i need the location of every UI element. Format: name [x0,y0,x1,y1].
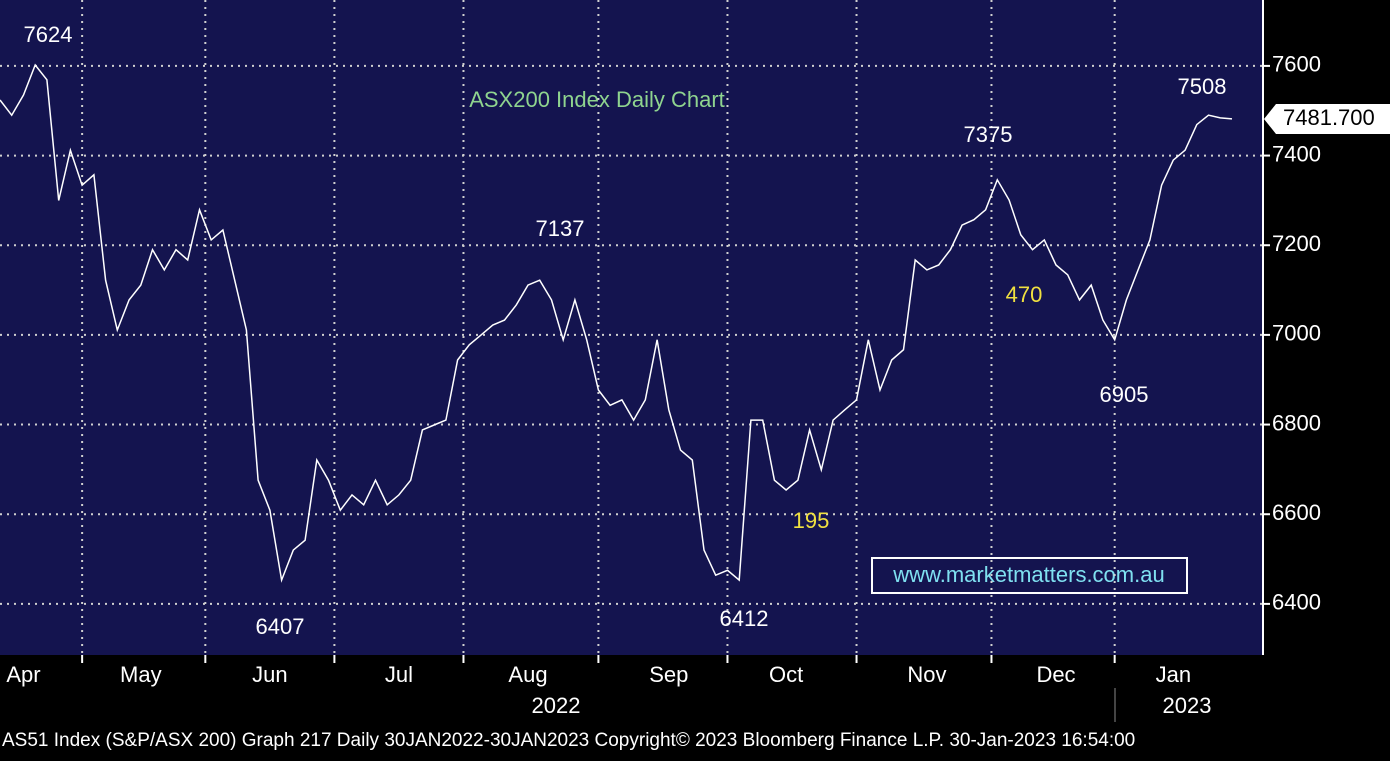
y-tick-label: 6800 [1272,410,1321,435]
plot-area [0,0,1262,655]
x-tick-label: Dec [1036,662,1075,687]
annotation: 6407 [256,614,305,639]
website: www.marketmatters.com.au [892,562,1164,587]
y-tick-label: 6600 [1272,500,1321,525]
y-tick-label: 7200 [1272,231,1321,256]
y-tick-label: 7000 [1272,321,1321,346]
last-price-tag [1264,103,1390,134]
x-tick-label: Jan [1156,662,1191,687]
y-tick-label: 7600 [1272,52,1321,77]
x-tick-label: Sep [649,662,688,687]
annotation: 7137 [536,216,585,241]
chart-title: ASX200 Index Daily Chart [469,87,725,112]
x-tick-label: Apr [6,662,40,687]
price-line [0,63,1233,583]
annotation: 195 [793,508,830,533]
website-box [871,557,1188,594]
x-tick-label: Jun [252,662,287,687]
y-tick-label: 7400 [1272,141,1321,166]
year-label: 2023 [1163,693,1212,718]
annotation: 7375 [964,122,1013,147]
annotation: 470 [1006,282,1043,307]
annotation: 7624 [24,22,73,47]
annotation: 7508 [1178,74,1227,99]
annotation: 6905 [1100,382,1149,407]
x-tick-label: Oct [769,662,803,687]
year-label: 2022 [532,693,581,718]
x-tick-label: Jul [385,662,413,687]
x-tick-label: May [120,662,162,687]
last-price-label: 7481.700 [1283,105,1375,130]
x-tick-label: Aug [508,662,547,687]
x-tick-label: Nov [907,662,946,687]
y-tick-label: 6400 [1272,590,1321,615]
annotation: 6412 [720,606,769,631]
footer: AS51 Index (S&P/ASX 200) Graph 217 Daily… [2,730,1135,751]
